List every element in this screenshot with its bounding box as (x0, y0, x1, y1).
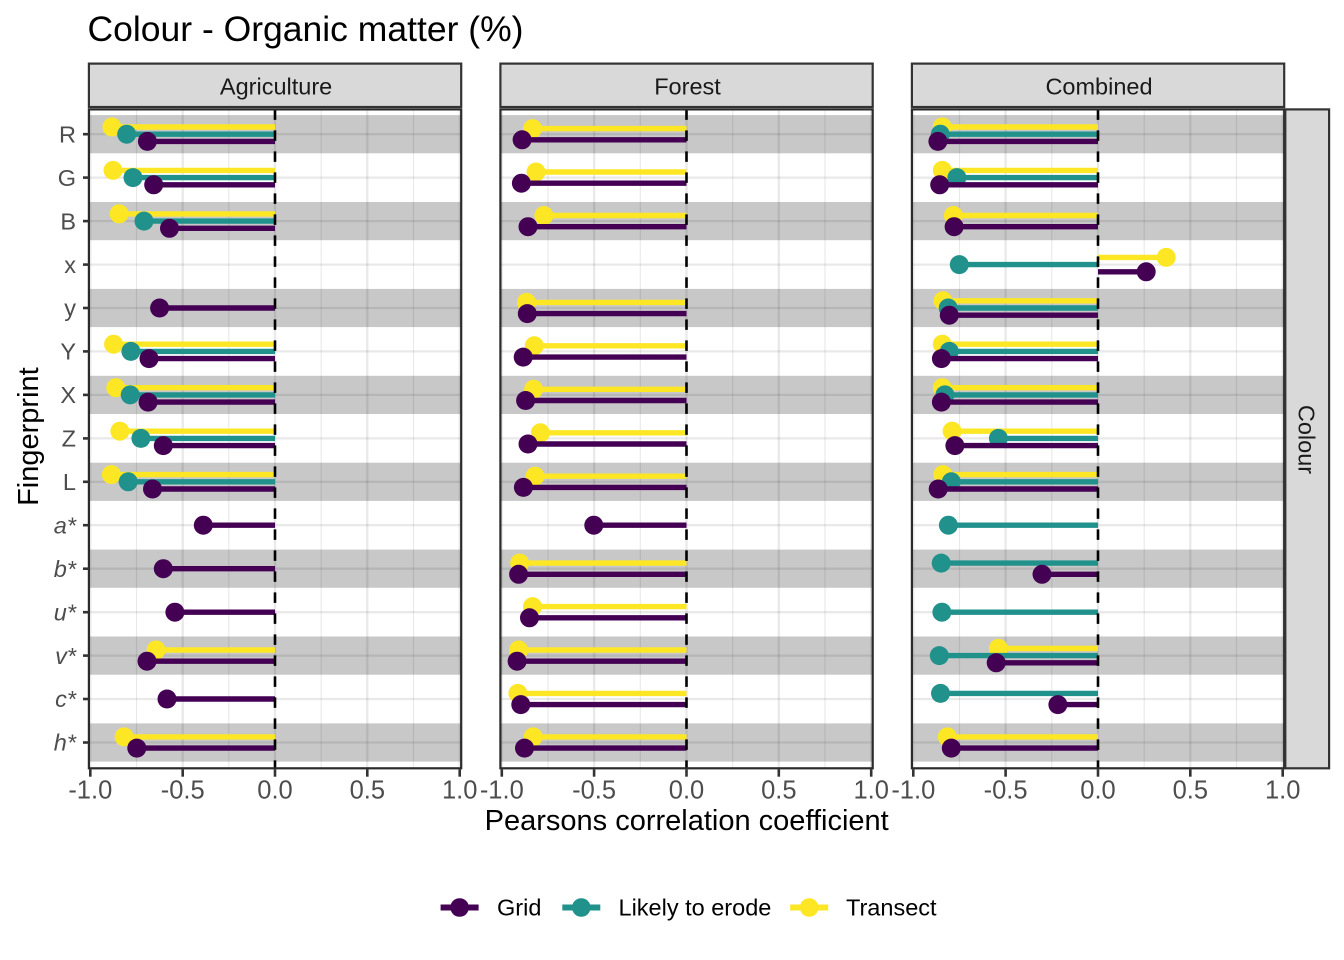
svg-text:Y: Y (60, 339, 76, 365)
svg-text:0.5: 0.5 (1173, 777, 1208, 805)
svg-text:h*: h* (54, 730, 77, 756)
svg-text:-0.5: -0.5 (984, 777, 1028, 805)
svg-text:0.0: 0.0 (1080, 777, 1115, 805)
svg-text:0.0: 0.0 (257, 777, 292, 805)
svg-text:Pearsons correlation coefficie: Pearsons correlation coefficient (485, 805, 889, 837)
svg-text:R: R (59, 121, 76, 147)
svg-text:c*: c* (55, 686, 77, 712)
svg-text:G: G (58, 165, 76, 191)
svg-text:Transect: Transect (846, 895, 937, 921)
svg-text:Colour - Organic matter (%): Colour - Organic matter (%) (88, 9, 524, 49)
svg-text:v*: v* (55, 643, 77, 669)
svg-text:Likely to erode: Likely to erode (619, 895, 772, 921)
svg-text:b*: b* (54, 556, 77, 582)
svg-text:-0.5: -0.5 (572, 777, 616, 805)
svg-text:1.0: 1.0 (1265, 777, 1300, 805)
svg-text:L: L (63, 469, 76, 495)
svg-text:Combined: Combined (1045, 73, 1152, 99)
svg-text:x: x (64, 252, 76, 278)
svg-text:u*: u* (54, 599, 77, 625)
svg-text:B: B (60, 208, 76, 234)
svg-text:-0.5: -0.5 (161, 777, 205, 805)
svg-text:Z: Z (62, 426, 76, 452)
svg-text:Colour: Colour (1293, 405, 1319, 474)
svg-text:0.5: 0.5 (761, 777, 796, 805)
svg-text:-1.0: -1.0 (480, 777, 524, 805)
svg-text:Agriculture: Agriculture (220, 73, 332, 99)
svg-text:0.5: 0.5 (350, 777, 385, 805)
svg-text:X: X (60, 382, 76, 408)
svg-text:Grid: Grid (497, 895, 541, 921)
svg-text:0.0: 0.0 (669, 777, 704, 805)
svg-text:-1.0: -1.0 (68, 777, 112, 805)
svg-text:1.0: 1.0 (442, 777, 477, 805)
svg-text:Fingerprint: Fingerprint (13, 367, 45, 506)
svg-text:Forest: Forest (654, 73, 721, 99)
svg-text:a*: a* (54, 513, 77, 539)
svg-text:1.0: 1.0 (853, 777, 888, 805)
svg-text:-1.0: -1.0 (891, 777, 935, 805)
svg-text:y: y (64, 295, 76, 321)
